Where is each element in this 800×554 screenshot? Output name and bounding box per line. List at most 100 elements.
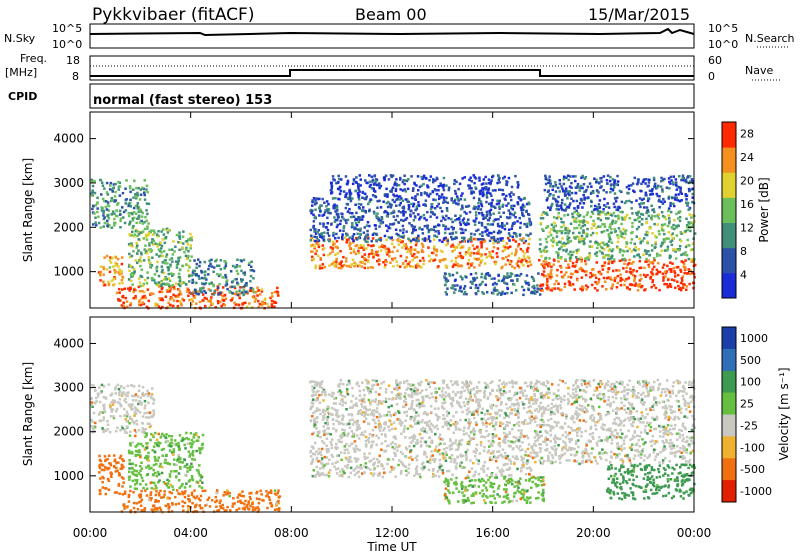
power-cell [172, 273, 175, 276]
power-cell [576, 278, 579, 282]
velocity-cell [123, 428, 127, 431]
power-cell [336, 223, 339, 227]
velocity-cell [148, 467, 151, 470]
power-cell [503, 245, 507, 249]
power-cell [351, 182, 355, 186]
power-cell [391, 186, 395, 189]
power-cell [450, 197, 453, 200]
power-cell [616, 234, 619, 237]
power-cell [663, 238, 666, 241]
power-cell [371, 250, 374, 253]
power-cell [432, 251, 435, 255]
power-cell [440, 196, 443, 199]
power-cell [110, 213, 113, 216]
power-cell [238, 294, 241, 297]
power-cell [312, 258, 316, 261]
power-cell [327, 208, 331, 211]
velocity-cell [116, 469, 119, 473]
velocity-cell [170, 435, 174, 438]
power-cell [368, 180, 372, 183]
power-cell [166, 231, 170, 234]
power-cell [396, 264, 399, 267]
velocity-cell [159, 436, 163, 439]
power-cell [669, 201, 672, 205]
power-cell [411, 225, 414, 228]
power-cell [180, 282, 183, 285]
power-cell [124, 296, 128, 300]
power-cell [113, 276, 116, 279]
power-cell [313, 229, 317, 232]
power-cell [114, 256, 118, 259]
velocity-cell [129, 442, 132, 445]
power-cell [666, 278, 670, 282]
power-cell [99, 226, 102, 229]
power-cell [129, 264, 133, 268]
power-cell [529, 232, 532, 235]
power-cell [419, 259, 422, 263]
power-cell [117, 265, 120, 268]
power-cell [681, 178, 685, 182]
power-cell [176, 304, 180, 308]
velocity-cell [231, 505, 234, 508]
power-cell [395, 232, 398, 236]
power-cell [600, 230, 604, 234]
velocity-cell [421, 468, 425, 471]
power-cell [549, 277, 552, 280]
power-cell [427, 246, 430, 249]
power-cell [147, 256, 150, 259]
power-cell [413, 225, 417, 229]
power-cell [564, 271, 568, 274]
power-cell [110, 199, 114, 202]
power-cell [412, 219, 416, 222]
power-cell [674, 275, 677, 278]
power-cell [189, 244, 192, 247]
power-cell [559, 240, 562, 244]
power-cell [541, 289, 544, 292]
power-cell [228, 291, 231, 294]
power-cell [522, 288, 526, 292]
power-cell [525, 248, 529, 251]
power-cell [144, 296, 148, 300]
power-cell [605, 276, 609, 280]
velocity-cell [114, 392, 117, 395]
power-cell [154, 304, 157, 307]
power-cell [685, 254, 689, 257]
power-cell [490, 231, 493, 235]
power-cell [380, 216, 384, 219]
velocity-cell [204, 489, 207, 492]
power-cell [433, 207, 437, 210]
power-cell [555, 274, 559, 277]
power-cell [561, 187, 564, 191]
velocity-cell [400, 470, 403, 473]
power-cell [379, 184, 383, 188]
power-cell [672, 181, 675, 184]
power-cell [153, 279, 156, 282]
velocity-cell [535, 379, 539, 383]
power-cell [165, 283, 168, 286]
power-cell [542, 249, 545, 252]
power-cell [126, 305, 129, 308]
power-cell [125, 179, 128, 182]
power-cell [100, 181, 104, 185]
power-cell [334, 210, 338, 213]
power-cell [588, 256, 591, 259]
power-band [329, 174, 521, 199]
power-cell [105, 200, 108, 203]
power-cell [505, 180, 508, 183]
velocity-cell [247, 500, 250, 503]
power-cell [638, 266, 641, 270]
power-cell [691, 271, 694, 275]
power-cell [664, 271, 668, 275]
power-cell [482, 178, 486, 181]
power-cell [381, 221, 385, 224]
power-cell [556, 200, 560, 204]
power-cell [345, 238, 349, 242]
velocity-cell [223, 509, 226, 512]
power-cell [557, 211, 560, 215]
power-cell [395, 198, 398, 202]
power-cell [663, 240, 666, 244]
power-cell [117, 298, 120, 302]
power-cell [403, 188, 406, 191]
velocity-cell [198, 464, 201, 467]
power-cell [375, 253, 379, 256]
